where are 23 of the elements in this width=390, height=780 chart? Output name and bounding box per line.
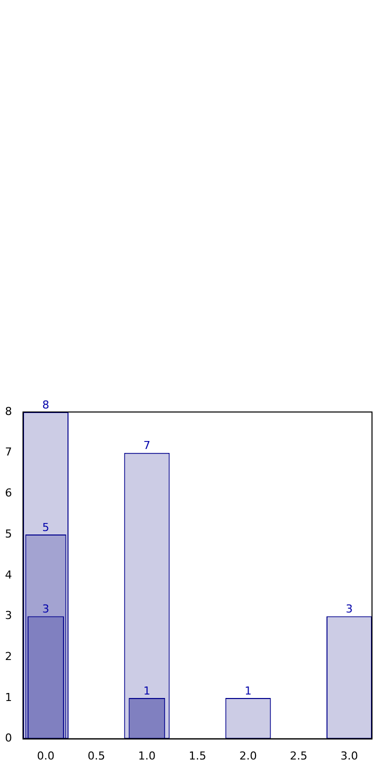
data-label: 7 bbox=[143, 439, 150, 452]
data-label: 3 bbox=[42, 602, 50, 616]
data-label: 1 bbox=[143, 684, 150, 698]
y-tick-label: 6 bbox=[5, 486, 12, 500]
y-tick-label: 4 bbox=[5, 568, 12, 582]
x-tick-label: 1.5 bbox=[188, 749, 206, 762]
data-label: 8 bbox=[42, 398, 50, 412]
y-tick-label: 5 bbox=[5, 527, 12, 540]
data-label: 5 bbox=[42, 520, 50, 534]
y-tick-label: 1 bbox=[5, 690, 12, 704]
x-tick-label: 3.0 bbox=[340, 749, 358, 762]
data-label: 1 bbox=[244, 684, 252, 698]
y-tick-label: 0 bbox=[5, 732, 12, 745]
x-tick-label: 0.0 bbox=[37, 749, 55, 762]
y-tick-label: 7 bbox=[5, 446, 12, 459]
x-tick-label: 1.0 bbox=[138, 749, 156, 762]
x-tick-label: 2.0 bbox=[239, 749, 257, 762]
y-tick-label: 3 bbox=[5, 609, 12, 622]
y-tick-label: 8 bbox=[5, 404, 12, 418]
x-tick-label: 2.5 bbox=[290, 749, 308, 762]
data-label: 3 bbox=[346, 602, 353, 616]
y-tick-label: 2 bbox=[5, 650, 12, 663]
x-tick-label: 0.5 bbox=[88, 749, 106, 762]
